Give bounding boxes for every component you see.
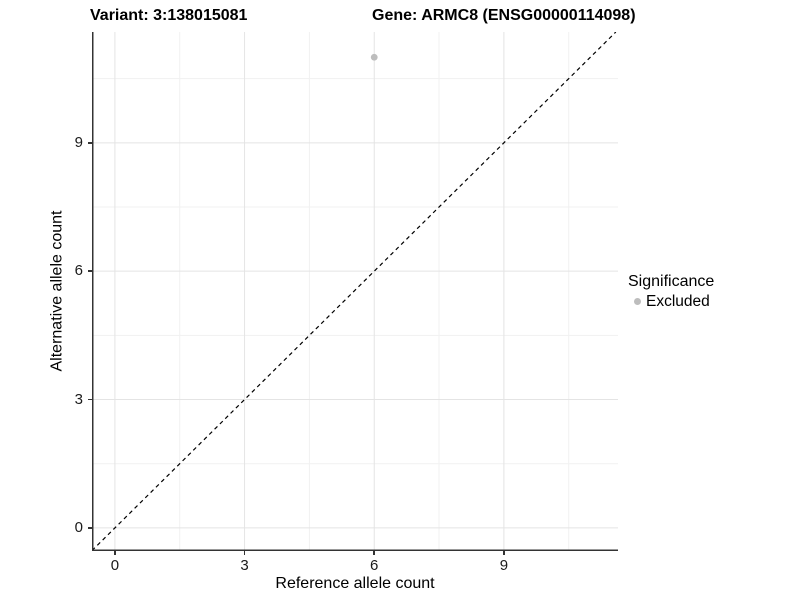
x-tick-label: 0 (110, 557, 120, 574)
data-point (370, 53, 378, 61)
y-tick-label: 6 (74, 262, 83, 280)
legend: Significance Excluded (628, 272, 714, 311)
legend-item: Excluded (628, 292, 714, 311)
y-tick-label: 3 (74, 390, 83, 408)
identity-line (92, 32, 617, 551)
x-tick-label: 6 (370, 557, 379, 574)
plot-title-variant: Variant: 3:138015081 (90, 7, 248, 24)
plot-title-gene: Gene: ARMC8 (ENSG00000114098) (372, 7, 636, 24)
legend-title: Significance (628, 273, 715, 290)
plot-canvas (92, 32, 618, 551)
x-tick-mark (503, 551, 505, 555)
y-tick-mark (88, 527, 92, 529)
legend-items: Excluded (628, 292, 714, 311)
y-tick-mark (88, 142, 92, 144)
x-tick-label: 9 (499, 557, 509, 574)
x-axis-title: Reference allele count (275, 575, 435, 592)
y-tick-label: 9 (74, 133, 83, 151)
legend-item-label: Excluded (646, 293, 710, 310)
y-axis-title: Alternative allele count (48, 210, 66, 372)
legend-key-dot-icon (634, 298, 641, 305)
y-tick-mark (88, 398, 92, 401)
y-tick-label: 0 (74, 518, 83, 536)
x-tick-mark (373, 551, 375, 555)
y-tick-mark (88, 270, 92, 272)
x-tick-mark (114, 551, 116, 555)
x-tick-label: 3 (240, 557, 249, 574)
x-tick-mark (243, 551, 246, 555)
plot-panel (92, 32, 618, 551)
